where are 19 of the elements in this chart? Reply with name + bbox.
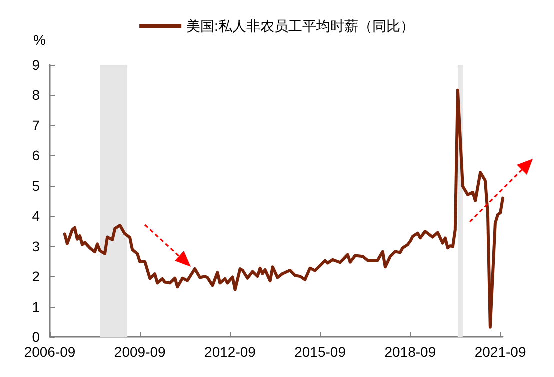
y-tick-label: 0 [32, 329, 40, 345]
x-tick-label: 2012-09 [204, 344, 256, 360]
y-tick-label: 1 [32, 298, 40, 315]
x-tick-label: 2015-09 [294, 344, 346, 360]
y-tick-label: 7 [32, 117, 40, 134]
x-tick-label: 2006-09 [24, 344, 76, 360]
y-tick-label: 2 [32, 268, 40, 285]
y-tick-label: 4 [32, 208, 40, 224]
y-tick-label: 6 [32, 148, 40, 164]
y-axis-title: % [34, 32, 46, 48]
x-tick-label: 2018-09 [384, 344, 436, 360]
y-tick-label: 3 [32, 238, 40, 254]
x-tick-label: 2009-09 [114, 344, 166, 360]
x-tick-label: 2021-09 [474, 344, 526, 360]
y-tick-label: 9 [32, 57, 40, 73]
legend-label: 美国:私人非农员工平均时薪（同比） [186, 18, 414, 34]
y-tick-label: 5 [32, 178, 40, 194]
y-tick-label: 8 [32, 87, 40, 104]
line-series [63, 88, 504, 329]
